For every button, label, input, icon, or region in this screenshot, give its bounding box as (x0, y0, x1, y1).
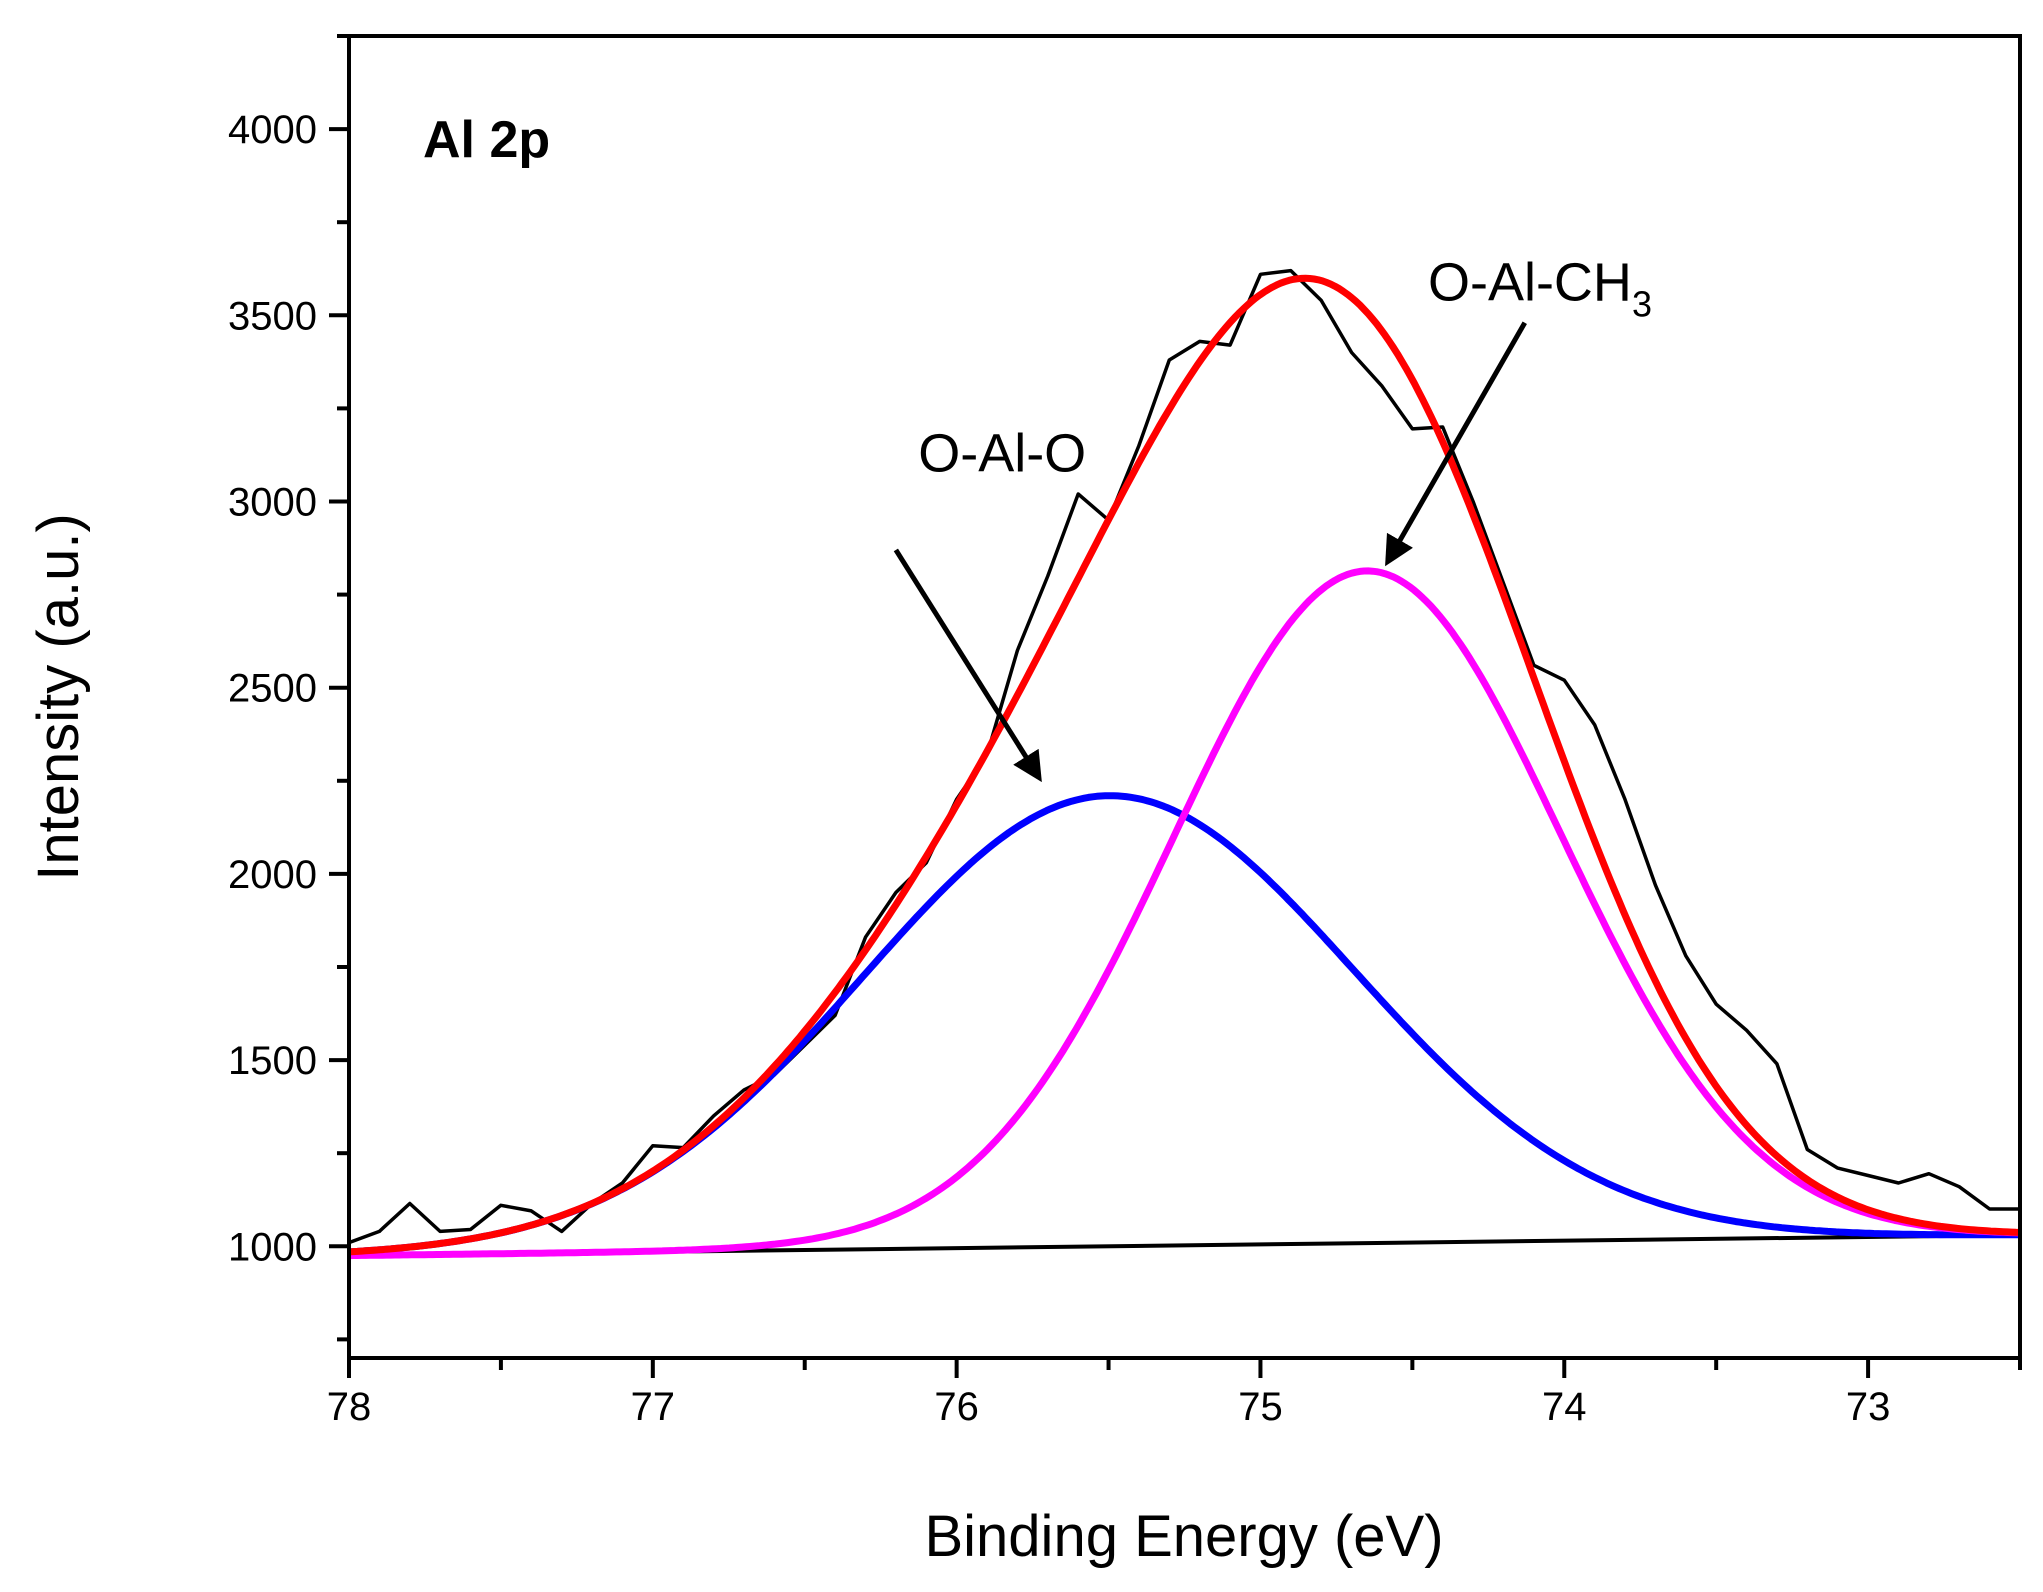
o-al-ch3-fit-line (349, 567, 2020, 1260)
y-tick-label: 4000 (228, 108, 317, 152)
y-tick-label: 1000 (228, 1225, 317, 1269)
x-tick-label: 73 (1846, 1385, 1891, 1429)
plot-series-group (349, 268, 2020, 1260)
envelope-fit-line (349, 274, 2020, 1256)
x-tick-label: 74 (1542, 1385, 1587, 1429)
x-tick-label: 76 (934, 1385, 979, 1429)
annotation-o-al-ch3-arrow (1385, 321, 1527, 567)
raw-data-line (349, 268, 2020, 1245)
o-al-o-fit-line (349, 792, 2020, 1256)
plot-frame (347, 34, 2022, 1360)
annotation-o-al-o-arrow (893, 548, 1042, 783)
x-axis: 78 77 76 75 74 73 (327, 1358, 2022, 1429)
y-tick-label: 2000 (228, 853, 317, 897)
y-tick-label: 1500 (228, 1039, 317, 1083)
annotation-o-al-o-label: O-Al-O (918, 424, 1086, 484)
annotation-o-al-ch3-main: O-Al-CH (1428, 252, 1632, 312)
x-tick-label: 78 (327, 1385, 372, 1429)
y-tick-label: 2500 (228, 667, 317, 711)
chart-title: Al 2p (423, 111, 550, 169)
x-tick-label: 75 (1238, 1385, 1283, 1429)
annotation-o-al-o: O-Al-O (893, 424, 1086, 783)
x-tick-label: 77 (631, 1385, 676, 1429)
annotation-o-al-ch3-subscript: 3 (1632, 283, 1652, 324)
y-axis-title: Intensity (a.u.) (26, 513, 91, 880)
annotation-o-al-ch3-label: O-Al-CH3 (1428, 252, 1652, 324)
annotation-o-al-ch3: O-Al-CH3 (1385, 252, 1652, 567)
y-tick-label: 3000 (228, 480, 317, 524)
y-tick-label: 3500 (228, 294, 317, 338)
y-axis: 1000 1500 2000 2500 3000 3500 4000 (228, 34, 349, 1342)
x-axis-title: Binding Energy (eV) (924, 1504, 1443, 1569)
